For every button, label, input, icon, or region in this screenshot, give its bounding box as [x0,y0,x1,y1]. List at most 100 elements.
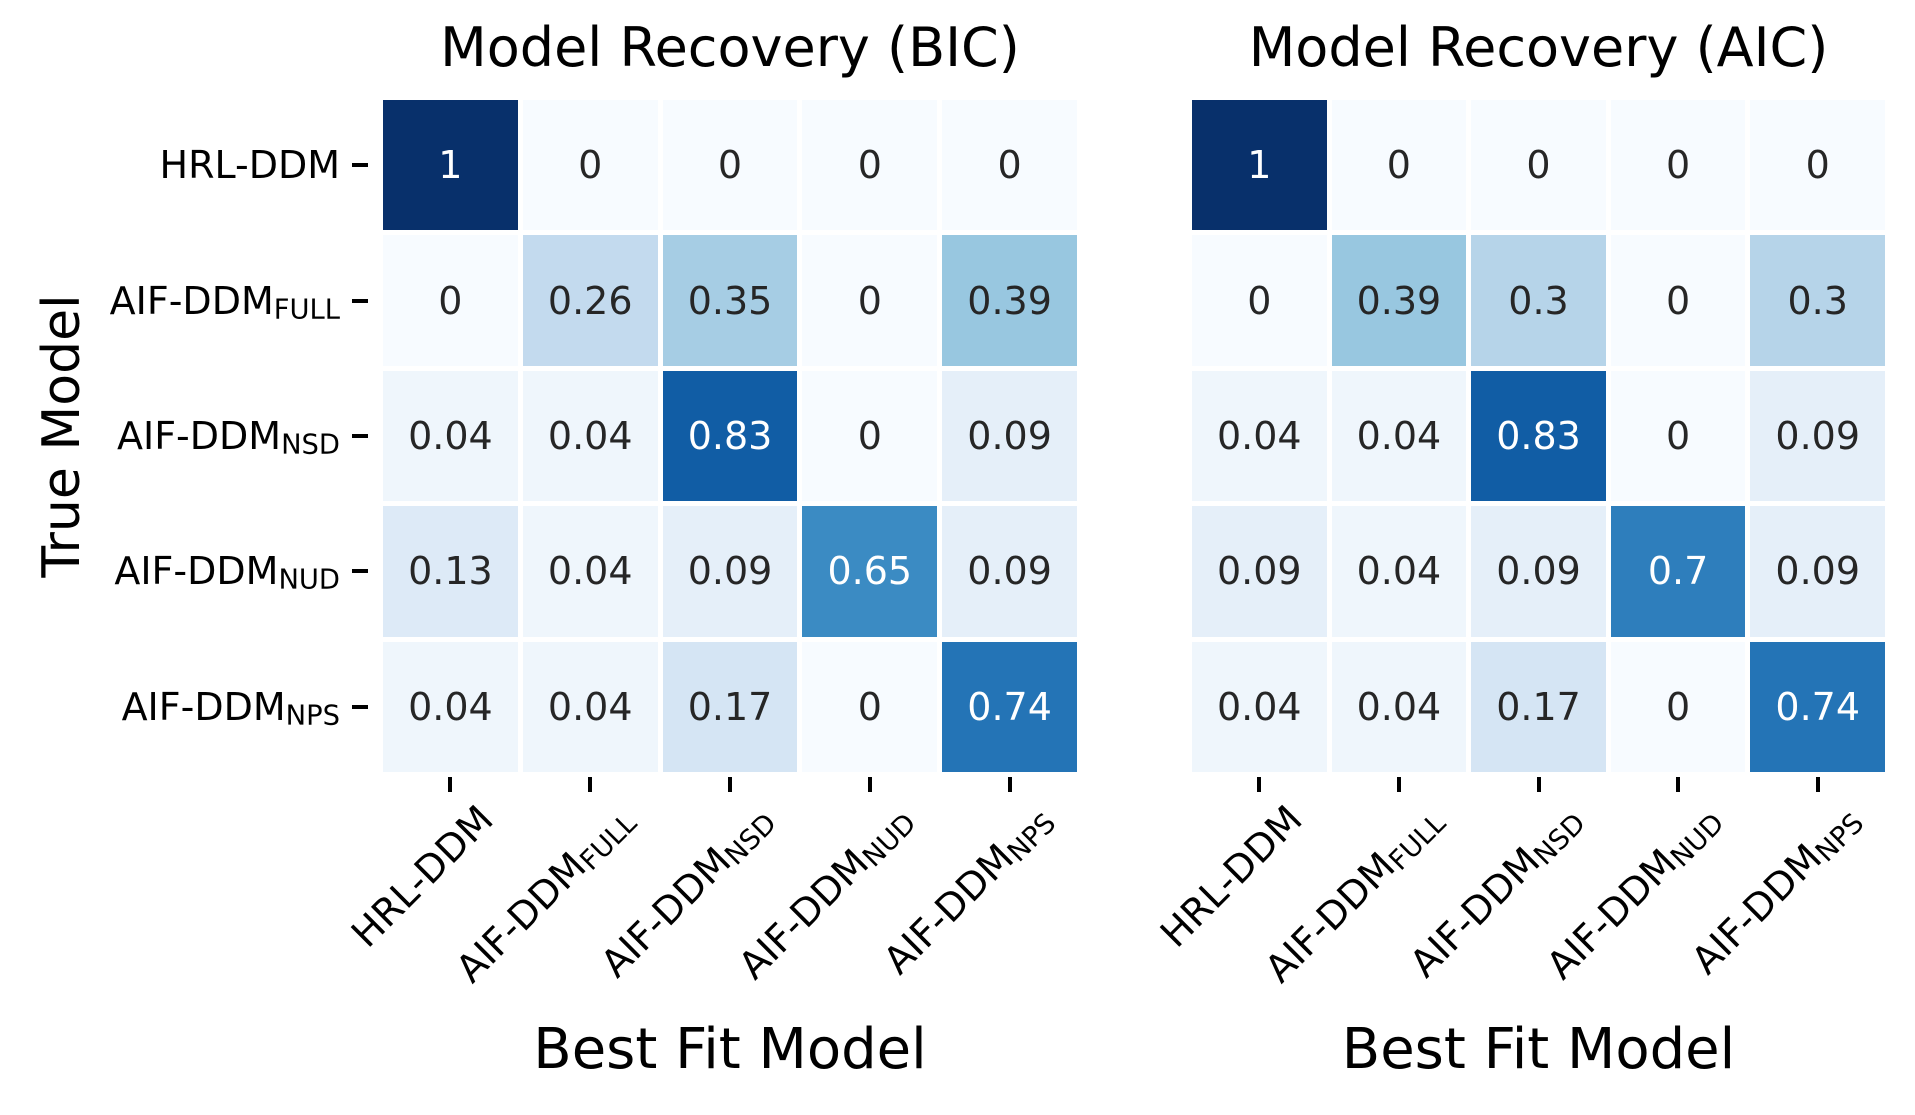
heatmap-cell-r3c1: 0.04 [1331,506,1467,637]
heatmap-cell-r3c4: 0.09 [1750,506,1885,637]
heatmap-cell-r0c2: 0 [662,100,798,231]
x-tick-mark [867,777,872,792]
y-tick-label-3: AIF-DDMNUD [114,549,340,596]
cell-value: 1 [1247,143,1272,188]
x-tick-mark [1007,777,1012,792]
cell-value: 0 [857,413,882,458]
cell-value: 0 [1666,413,1691,458]
heatmap-cell-r1c2: 0.35 [662,235,798,366]
x-tick-mark [588,777,593,792]
cell-value: 0.3 [1787,278,1848,323]
heatmap-cell-r2c1: 0.04 [522,370,658,502]
heatmap-cell-r4c4: 0.74 [1750,641,1885,772]
y-tick-label-4: AIF-DDMNPS [121,684,340,732]
x-tick-mark [1257,777,1262,792]
cell-value: 0 [438,278,463,323]
cell-value: 0.17 [687,684,773,729]
y-tick-mark [352,569,368,574]
y-tick-mark [352,163,368,168]
x-tick-mark [1536,777,1541,792]
x-tick-mark [448,777,453,792]
x-tick-mark [1815,777,1820,792]
cell-value: 0.09 [967,413,1052,458]
cell-value: 0.04 [1216,413,1302,458]
heatmap-aic: 1 0 0 0 0 0 0.39 0.3 0 0.3 0.04 0.04 0.83 0 0.09 0.09 0.… [1192,100,1885,772]
panel-title-aic: Model Recovery (AIC) [1248,16,1829,79]
cell-value: 0.09 [1216,549,1302,594]
heatmap-cell-r0c4: 0 [942,100,1077,231]
heatmap-cell-r1c1: 0.26 [522,235,658,366]
heatmap-cell-r0c1: 0 [522,100,658,231]
heatmap-cell-r1c2: 0.3 [1471,235,1606,366]
heatmap-cell-r3c4: 0.09 [942,506,1077,637]
cell-value: 0.09 [1775,549,1860,594]
heatmap-cell-r2c4: 0.09 [1750,370,1885,502]
cell-value: 0.04 [547,549,633,594]
cell-value: 0.09 [687,549,773,594]
cell-value: 0 [1247,278,1272,323]
cell-value: 0.65 [827,549,913,594]
heatmap-cell-r2c2: 0.83 [662,370,798,502]
y-tick-label-1: AIF-DDMFULL [109,278,340,325]
cell-value: 0.09 [967,549,1052,594]
heatmap-cell-r1c4: 0.3 [1750,235,1885,366]
heatmap-cell-r4c1: 0.04 [522,641,658,772]
heatmap-cell-r0c3: 0 [802,100,938,231]
heatmap-cell-r1c3: 0 [802,235,938,366]
cell-value: 0.74 [967,684,1052,729]
heatmap-cell-r4c4: 0.74 [942,641,1077,772]
cell-value: 0.09 [1496,549,1581,594]
cell-value: 0.17 [1496,684,1581,729]
heatmap-cell-r4c0: 0.04 [383,641,518,772]
heatmap-cell-r4c3: 0 [802,641,938,772]
cell-value: 0.04 [408,413,493,458]
x-axis-label-aic: Best Fit Model [1341,1017,1736,1082]
cell-value: 0.04 [547,413,633,458]
cell-value: 0.39 [1356,278,1442,323]
heatmap-cell-r4c1: 0.04 [1331,641,1467,772]
cell-value: 0.3 [1508,278,1569,323]
cell-value: 0.04 [1356,413,1442,458]
cell-value: 0.83 [687,413,773,458]
cell-value: 0.04 [1356,684,1442,729]
cell-value: 0 [1666,143,1691,188]
heatmap-cell-r1c0: 0 [1192,235,1327,366]
heatmap-bic: 1 0 0 0 0 0 0.26 0.35 0 0.39 0.04 0.04 0.83 0 0.09 0.13… [383,100,1077,772]
cell-value: 0.26 [547,278,633,323]
heatmap-cell-r0c3: 0 [1610,100,1746,231]
heatmap-cell-r2c3: 0 [802,370,938,502]
heatmap-cell-r4c0: 0.04 [1192,641,1327,772]
cell-value: 0.04 [1356,549,1442,594]
cell-value: 0 [1805,143,1830,188]
y-tick-mark [352,298,368,303]
heatmap-cell-r3c2: 0.09 [1471,506,1606,637]
heatmap-cell-r3c1: 0.04 [522,506,658,637]
cell-value: 0 [1666,278,1691,323]
heatmap-cell-r1c4: 0.39 [942,235,1077,366]
heatmap-cell-r4c3: 0 [1610,641,1746,772]
heatmap-cell-r2c3: 0 [1610,370,1746,502]
cell-value: 0.39 [967,278,1052,323]
cell-value: 0.35 [687,278,773,323]
heatmap-cell-r0c2: 0 [1471,100,1606,231]
heatmap-cell-r2c0: 0.04 [383,370,518,502]
heatmap-cell-r0c0: 1 [1192,100,1327,231]
cell-value: 0 [1526,143,1551,188]
y-tick-label-2: AIF-DDMNSD [117,414,340,461]
x-tick-mark [1396,777,1401,792]
heatmap-cell-r0c4: 0 [1750,100,1885,231]
heatmap-cell-r3c0: 0.09 [1192,506,1327,637]
heatmap-cell-r3c2: 0.09 [662,506,798,637]
heatmap-cell-r4c2: 0.17 [1471,641,1606,772]
cell-value: 0 [997,143,1022,188]
cell-value: 0 [857,143,882,188]
cell-value: 0 [578,143,603,188]
cell-value: 0 [857,278,882,323]
cell-value: 0.74 [1775,684,1860,729]
x-axis-label-bic: Best Fit Model [533,1017,927,1082]
cell-value: 0.09 [1775,413,1860,458]
cell-value: 0 [1386,143,1411,188]
heatmap-cell-r2c2: 0.83 [1471,370,1606,502]
cell-value: 0.7 [1647,549,1709,594]
